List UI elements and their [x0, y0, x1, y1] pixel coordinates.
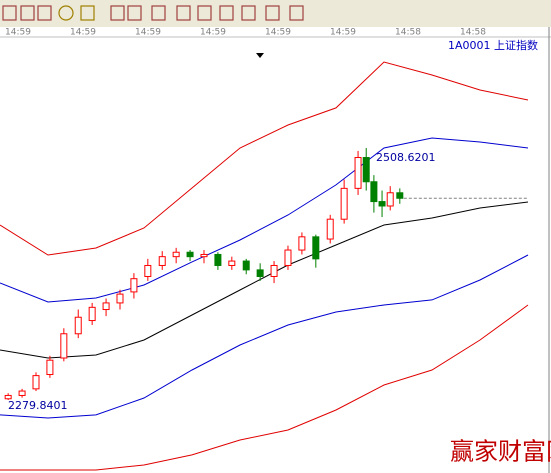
time-label: 14:58	[460, 28, 486, 38]
candle-body	[18, 390, 26, 396]
band-line	[0, 137, 529, 303]
candle-body	[340, 187, 348, 220]
security-title: 1A0001 上证指数	[448, 38, 538, 52]
tool-icon[interactable]	[151, 5, 166, 21]
price-annotation: 2279.8401	[8, 399, 68, 412]
band-line	[0, 61, 529, 256]
time-label: 14:59	[135, 28, 161, 38]
candle-body	[378, 201, 386, 207]
candle-body	[102, 302, 110, 311]
tool-icon[interactable]	[110, 5, 125, 21]
candle-body	[396, 192, 404, 199]
time-label: 14:59	[265, 28, 291, 38]
candle-body	[144, 264, 152, 277]
toolbar-icons	[2, 5, 304, 21]
time-label: 14:59	[5, 28, 31, 38]
time-label: 14:59	[200, 28, 226, 38]
tool-icon[interactable]	[219, 5, 234, 21]
tool-icon[interactable]	[241, 5, 256, 21]
candle-body	[228, 260, 236, 266]
time-label: 14:58	[395, 28, 421, 38]
candle-body	[172, 251, 180, 258]
candle-body	[312, 236, 320, 260]
candle-body	[284, 249, 292, 266]
band-line	[0, 304, 529, 471]
tool-icon[interactable]	[265, 5, 280, 21]
tool-icon[interactable]	[80, 5, 95, 21]
candle-body	[370, 181, 378, 203]
candle-body	[74, 316, 82, 335]
candle-body	[270, 264, 278, 277]
candle-body	[88, 306, 96, 322]
candle-body	[130, 278, 138, 293]
candle-body	[386, 192, 394, 207]
tool-icon[interactable]	[2, 5, 17, 21]
tool-icon[interactable]	[176, 5, 191, 21]
tool-icon[interactable]	[37, 5, 52, 21]
tool-icon[interactable]	[20, 5, 35, 21]
candle-body	[242, 260, 250, 271]
tool-icon[interactable]	[289, 5, 304, 21]
tool-icon[interactable]	[197, 5, 212, 21]
candle-body	[46, 359, 54, 376]
candle-body	[60, 333, 68, 359]
tool-icon[interactable]	[127, 5, 142, 21]
candle-body	[298, 236, 306, 251]
plot-area: 2508.6201 2279.8401	[0, 61, 529, 471]
watermark: 赢家财富网	[450, 438, 551, 466]
candle-body	[186, 251, 194, 258]
candle-body	[354, 157, 362, 189]
candle-body	[32, 375, 40, 390]
cursor-marker	[256, 53, 264, 58]
time-label: 14:59	[330, 28, 356, 38]
candle-body	[4, 394, 12, 400]
candle-body	[200, 253, 208, 258]
candle-body	[158, 256, 166, 266]
band-line	[0, 201, 529, 359]
price-annotation: 2508.6201	[376, 151, 436, 164]
candle-body	[214, 253, 222, 266]
time-label: 14:59	[70, 28, 96, 38]
candle-body	[256, 269, 264, 277]
candle-body	[326, 218, 334, 240]
toolbar	[0, 0, 551, 27]
band-line	[0, 254, 529, 419]
candle-body	[362, 157, 370, 183]
candle-body	[116, 293, 124, 304]
tool-icon[interactable]	[58, 5, 74, 21]
